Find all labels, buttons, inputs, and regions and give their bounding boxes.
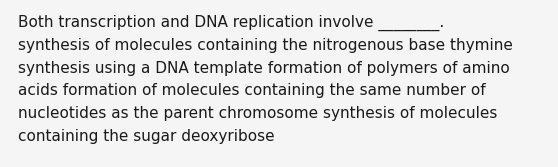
Text: Both transcription and DNA replication involve ________.: Both transcription and DNA replication i…: [18, 15, 444, 31]
Text: acids formation of molecules containing the same number of: acids formation of molecules containing …: [18, 83, 485, 98]
Text: synthesis using a DNA template formation of polymers of amino: synthesis using a DNA template formation…: [18, 61, 510, 76]
Text: nucleotides as the parent chromosome synthesis of molecules: nucleotides as the parent chromosome syn…: [18, 106, 497, 121]
Text: synthesis of molecules containing the nitrogenous base thymine: synthesis of molecules containing the ni…: [18, 38, 513, 53]
Text: containing the sugar deoxyribose: containing the sugar deoxyribose: [18, 129, 275, 144]
